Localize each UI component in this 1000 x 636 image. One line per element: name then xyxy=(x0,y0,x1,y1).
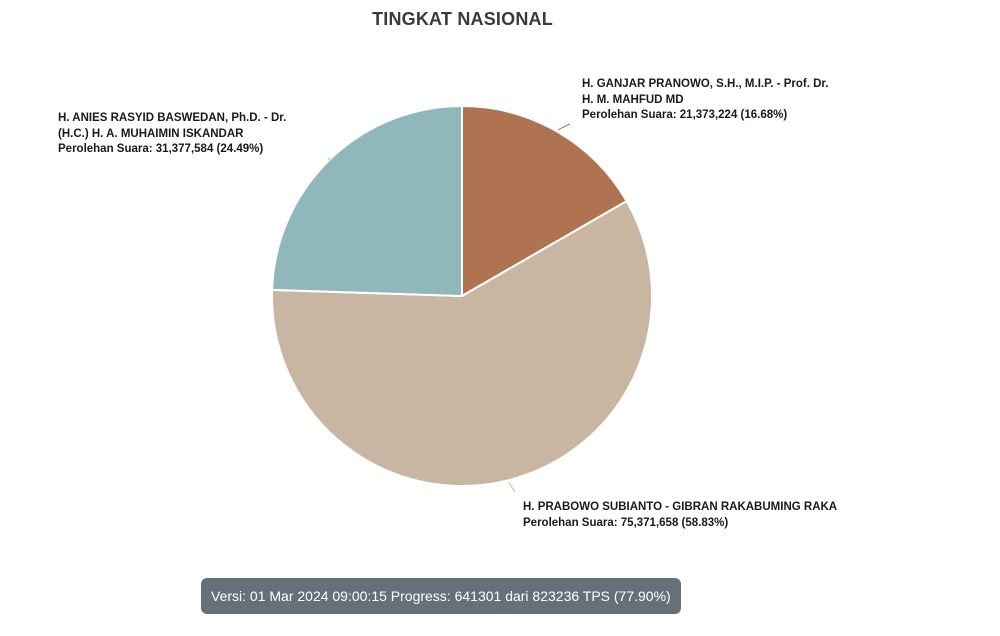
slice-label-votes: Perolehan Suara: 75,371,658 (58.83%) xyxy=(523,516,729,529)
slice-label-votes: Perolehan Suara: 31,377,584 (24.49%) xyxy=(58,143,264,155)
slice-label-ganjar: H. GANJAR PRANOWO, S.H., M.I.P. - Prof. … xyxy=(582,77,842,124)
connector-line-anies xyxy=(328,157,331,161)
pie-slices xyxy=(271,104,653,487)
connector-line-prabowo xyxy=(508,481,516,493)
slice-label-name: H. ANIES RASYID BASWEDAN, Ph.D. - Dr. (H… xyxy=(58,112,287,140)
slice-label-name: H. GANJAR PRANOWO, S.H., M.I.P. - Prof. … xyxy=(582,78,829,106)
slice-label-votes: Perolehan Suara: 21,373,224 (16.68%) xyxy=(582,109,788,121)
slice-label-anies: H. ANIES RASYID BASWEDAN, Ph.D. - Dr. (H… xyxy=(58,111,308,158)
chart-title: TINGKAT NASIONAL xyxy=(372,9,553,29)
progress-status-badge: Versi: 01 Mar 2024 09:00:15 Progress: 64… xyxy=(201,578,681,614)
pie-slice-ganjar xyxy=(461,104,629,298)
slice-label-prabowo: H. PRABOWO SUBIANTO - GIBRAN RAKABUMING … xyxy=(523,500,883,531)
pie-slice-prabowo xyxy=(271,199,653,487)
slice-label-name: H. PRABOWO SUBIANTO - GIBRAN RAKABUMING … xyxy=(523,501,838,513)
connector-line-ganjar xyxy=(557,123,571,131)
label-connectors xyxy=(328,123,571,493)
